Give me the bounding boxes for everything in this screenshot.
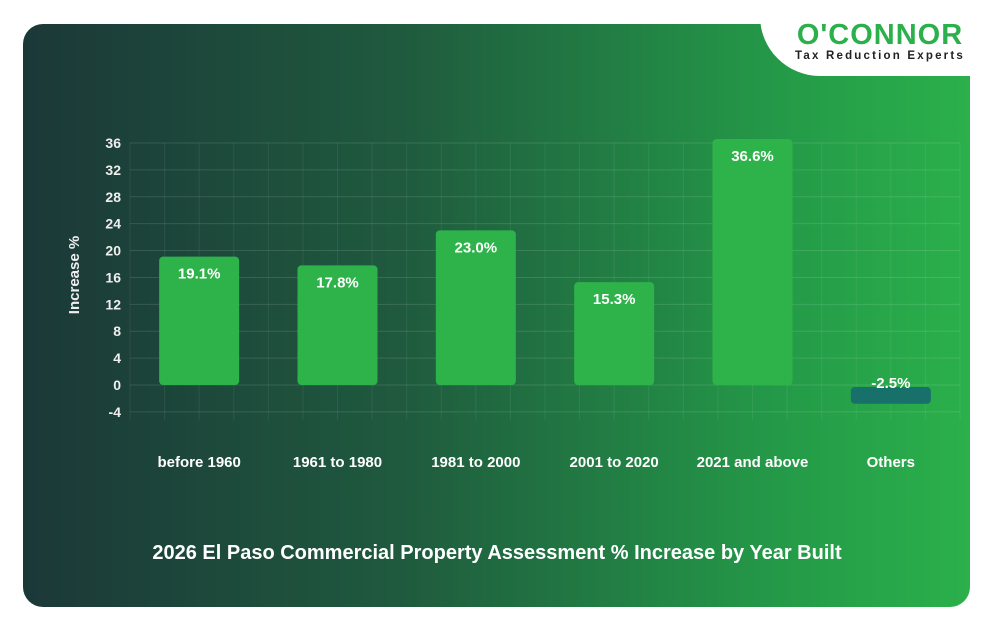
data-label: -2.5% <box>871 375 910 392</box>
y-tick-label: 28 <box>105 189 121 205</box>
data-label: 36.6% <box>731 148 774 165</box>
bar <box>574 282 655 385</box>
x-tick-label: 1981 to 2000 <box>431 454 520 471</box>
data-label: 17.8% <box>316 274 359 291</box>
y-tick-label: 16 <box>105 269 121 285</box>
x-tick-label: 2021 and above <box>697 454 809 471</box>
y-tick-label: 12 <box>105 296 121 312</box>
y-tick-label: -4 <box>109 404 122 420</box>
y-tick-label: 36 <box>105 135 121 151</box>
bar <box>297 265 378 385</box>
y-tick-label: 8 <box>113 323 121 339</box>
bar <box>712 138 793 385</box>
bar <box>435 230 516 385</box>
x-tick-label: 2001 to 2020 <box>570 454 659 471</box>
y-tick-label: 0 <box>113 377 121 393</box>
bar <box>850 387 931 404</box>
logo-brand: O'CONNOR <box>796 19 964 51</box>
data-label: 19.1% <box>178 266 221 283</box>
y-tick-label: 20 <box>105 243 121 259</box>
logo-tagline: Tax Reduction Experts <box>795 50 965 62</box>
x-tick-label: 1961 to 1980 <box>293 454 382 471</box>
y-tick-label: 4 <box>113 350 121 366</box>
x-tick-label: Others <box>867 454 915 471</box>
chart-title: 2026 El Paso Commercial Property Assessm… <box>152 542 842 564</box>
bar <box>159 256 240 385</box>
x-tick-label: before 1960 <box>157 454 240 471</box>
y-axis-label: Increase % <box>66 236 83 314</box>
oconnor-logo: O'CONNOR Tax Reduction Experts <box>785 20 975 62</box>
logo-notch <box>760 0 994 76</box>
data-label: 23.0% <box>455 239 498 256</box>
y-tick-label: 32 <box>105 162 121 178</box>
data-label: 15.3% <box>593 291 636 308</box>
y-tick-label: 24 <box>105 216 121 232</box>
